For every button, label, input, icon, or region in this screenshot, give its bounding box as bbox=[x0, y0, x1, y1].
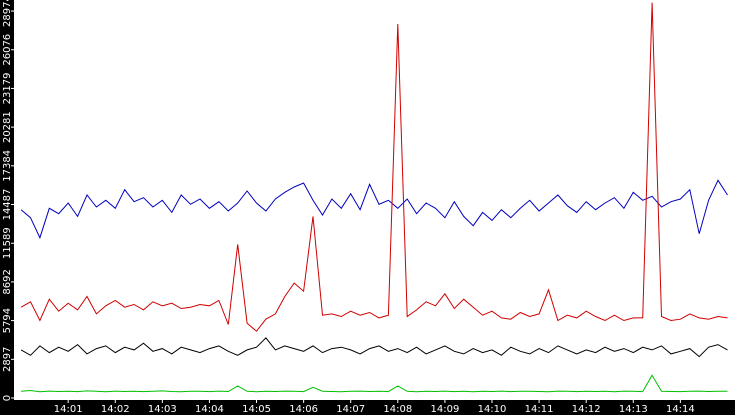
x-tick-label: 14:02 bbox=[101, 404, 130, 415]
series-line bbox=[21, 374, 728, 393]
x-tick-label: 14:13 bbox=[619, 404, 648, 415]
y-tick-label: 0 bbox=[2, 395, 13, 401]
x-tick-label: 14:04 bbox=[195, 404, 224, 415]
series-line bbox=[20, 179, 728, 240]
x-tick-label: 14:03 bbox=[148, 404, 177, 415]
y-tick-label: 14487 bbox=[2, 189, 13, 221]
y-tick-label: 26076 bbox=[2, 34, 13, 66]
x-tick-label: 14:08 bbox=[383, 404, 412, 415]
x-tick-label: 14:09 bbox=[430, 404, 459, 415]
y-tick-label: 20281 bbox=[2, 111, 13, 143]
y-tick-label: 11589 bbox=[2, 227, 13, 259]
x-tick-label: 14:01 bbox=[54, 404, 83, 415]
x-tick-label: 14:05 bbox=[242, 404, 271, 415]
series-line bbox=[20, 2, 728, 332]
x-tick-label: 14:07 bbox=[336, 404, 365, 415]
series-line bbox=[20, 337, 728, 358]
x-tick-label: 14:11 bbox=[525, 404, 554, 415]
y-tick-label: 17384 bbox=[2, 150, 13, 182]
x-tick-label: 14:14 bbox=[666, 404, 695, 415]
x-tick-label: 14:10 bbox=[478, 404, 507, 415]
y-tick-label: 5794 bbox=[2, 308, 13, 333]
y-axis-bar bbox=[0, 0, 14, 415]
x-axis-bar bbox=[0, 400, 735, 415]
y-tick-label: 28974 bbox=[2, 0, 13, 27]
x-tick-label: 14:12 bbox=[572, 404, 601, 415]
y-tick-label: 2897 bbox=[2, 347, 13, 372]
y-tick-label: 8692 bbox=[2, 269, 13, 294]
y-tick-label: 23179 bbox=[2, 73, 13, 105]
x-tick-label: 14:06 bbox=[289, 404, 318, 415]
